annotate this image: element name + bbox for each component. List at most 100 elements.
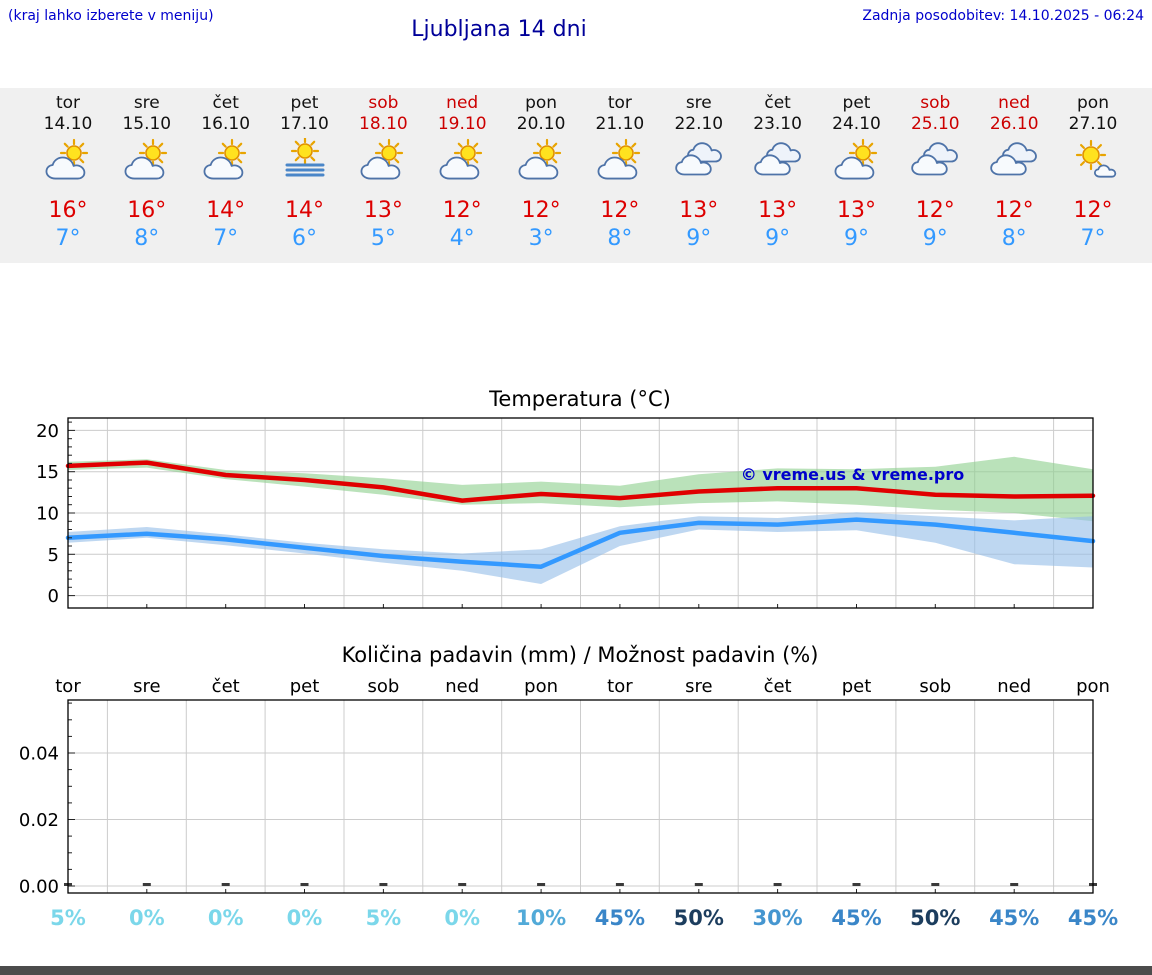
svg-text:ned: ned — [997, 676, 1031, 697]
day-name: sre — [685, 93, 712, 113]
svg-text:15: 15 — [36, 462, 59, 483]
svg-text:0: 0 — [48, 586, 59, 607]
watermark-link[interactable]: © vreme.us & vreme.pro — [741, 465, 964, 484]
forecast-day-column: sre 22.10 13° 9° — [659, 88, 738, 263]
low-temperature: 8° — [607, 226, 633, 251]
high-temperature: 14° — [206, 198, 246, 223]
forecast-day-column: pon 20.10 12° 3° — [502, 88, 581, 263]
high-temperature: 13° — [363, 198, 403, 223]
svg-text:ned: ned — [445, 676, 479, 697]
precip-probability: 45% — [1068, 906, 1118, 930]
day-date: 18.10 — [359, 114, 408, 134]
day-name: sob — [368, 93, 399, 113]
partly-cloudy-icon — [344, 135, 423, 192]
svg-text:10: 10 — [36, 504, 59, 525]
cloudy-icon — [738, 135, 817, 192]
high-temperature: 12° — [600, 198, 640, 223]
precip-bar — [458, 883, 467, 886]
svg-text:sob: sob — [367, 676, 399, 697]
precip-bar — [221, 883, 230, 886]
precip-bar — [773, 883, 782, 886]
high-temperature: 13° — [837, 198, 876, 223]
forecast-day-column: tor 21.10 12° 8° — [580, 88, 659, 263]
day-date: 26.10 — [989, 114, 1039, 134]
svg-text:pet: pet — [842, 676, 872, 697]
low-temperature: 8° — [1001, 226, 1027, 251]
day-name: ned — [998, 93, 1031, 113]
precip-bar — [300, 883, 309, 886]
svg-text:sre: sre — [133, 676, 160, 697]
precip-probability: 30% — [752, 906, 802, 930]
day-date: 20.10 — [516, 114, 566, 134]
high-temperature: 12° — [915, 198, 955, 223]
low-temperature: 7° — [55, 226, 81, 251]
day-name: sob — [920, 93, 951, 113]
forecast-day-column: tor 14.10 16° 7° — [29, 88, 108, 263]
partly-cloudy-icon — [817, 135, 896, 192]
partly-cloudy-icon — [580, 135, 659, 192]
day-date: 23.10 — [753, 114, 802, 134]
forecast-day-column: pet 17.10 14° 6° — [265, 88, 344, 263]
partly-cloudy-icon — [502, 135, 581, 192]
day-date: 16.10 — [201, 114, 251, 134]
high-temperature: 12° — [521, 198, 561, 223]
day-name: sre — [133, 93, 160, 113]
forecast-day-column: pon 27.10 12° 7° — [1054, 88, 1133, 263]
cloudy-icon — [659, 135, 738, 192]
day-date: 22.10 — [674, 114, 724, 134]
day-date: 25.10 — [910, 114, 960, 134]
forecast-day-column: ned 26.10 12° 8° — [975, 88, 1054, 263]
svg-text:5: 5 — [48, 545, 59, 566]
high-temperature: 12° — [994, 198, 1034, 223]
forecast-day-column: čet 23.10 13° 9° — [738, 88, 817, 263]
precip-probability: 50% — [674, 906, 724, 930]
svg-text:tor: tor — [607, 676, 633, 697]
high-temperature: 12° — [442, 198, 482, 223]
day-date: 21.10 — [595, 114, 645, 134]
day-name: ned — [446, 93, 479, 113]
svg-text:0.02: 0.02 — [19, 810, 59, 831]
day-name: čet — [764, 93, 791, 113]
day-date: 27.10 — [1068, 114, 1118, 134]
day-name: pet — [290, 93, 319, 113]
precip-bar — [852, 883, 861, 886]
day-name: pon — [525, 93, 558, 113]
forecast-day-column: čet 16.10 14° 7° — [186, 88, 265, 263]
day-date: 15.10 — [122, 114, 172, 134]
partly-cloudy-icon — [423, 135, 502, 192]
forecast-day-column: ned 19.10 12° 4° — [423, 88, 502, 263]
temperature-chart-title: Temperatura (°C) — [489, 387, 671, 411]
precipitation-chart: tor sre čet pet sob ned pon tor sre čet pet sob ned p… — [19, 676, 1118, 930]
day-name: tor — [55, 93, 81, 113]
svg-text:pet: pet — [290, 676, 320, 697]
precip-probability: 45% — [831, 906, 881, 930]
svg-text:čet: čet — [764, 676, 792, 697]
day-name: čet — [212, 93, 239, 113]
location-hint: (kraj lahko izberete v meniju) — [8, 8, 214, 24]
day-date: 17.10 — [280, 114, 329, 134]
low-temperature: 8° — [134, 226, 160, 251]
precip-probability: 0% — [208, 906, 244, 930]
svg-text:20: 20 — [36, 421, 59, 442]
cloudy-icon — [975, 135, 1054, 192]
forecast-day-column: sre 15.10 16° 8° — [107, 88, 186, 263]
precip-probability: 5% — [366, 906, 402, 930]
svg-text:pon: pon — [1076, 676, 1110, 697]
svg-text:sob: sob — [919, 676, 951, 697]
forecast-day-column: sob 18.10 13° 5° — [344, 88, 423, 263]
day-name: tor — [607, 93, 632, 113]
svg-text:sre: sre — [685, 676, 712, 697]
svg-text:čet: čet — [212, 676, 240, 697]
svg-text:0.00: 0.00 — [19, 877, 59, 898]
forecast-day-column: sob 25.10 12° 9° — [896, 88, 975, 263]
partly-cloudy-icon — [29, 135, 108, 192]
high-temperature: 13° — [679, 198, 719, 223]
day-name: pet — [842, 93, 871, 113]
low-temperature: 9° — [765, 226, 791, 251]
low-temperature: 9° — [686, 226, 712, 251]
precip-probability: 0% — [444, 906, 480, 930]
fog-icon — [265, 135, 344, 192]
partly-cloudy-icon — [186, 135, 265, 192]
footer-bar — [0, 966, 1152, 975]
